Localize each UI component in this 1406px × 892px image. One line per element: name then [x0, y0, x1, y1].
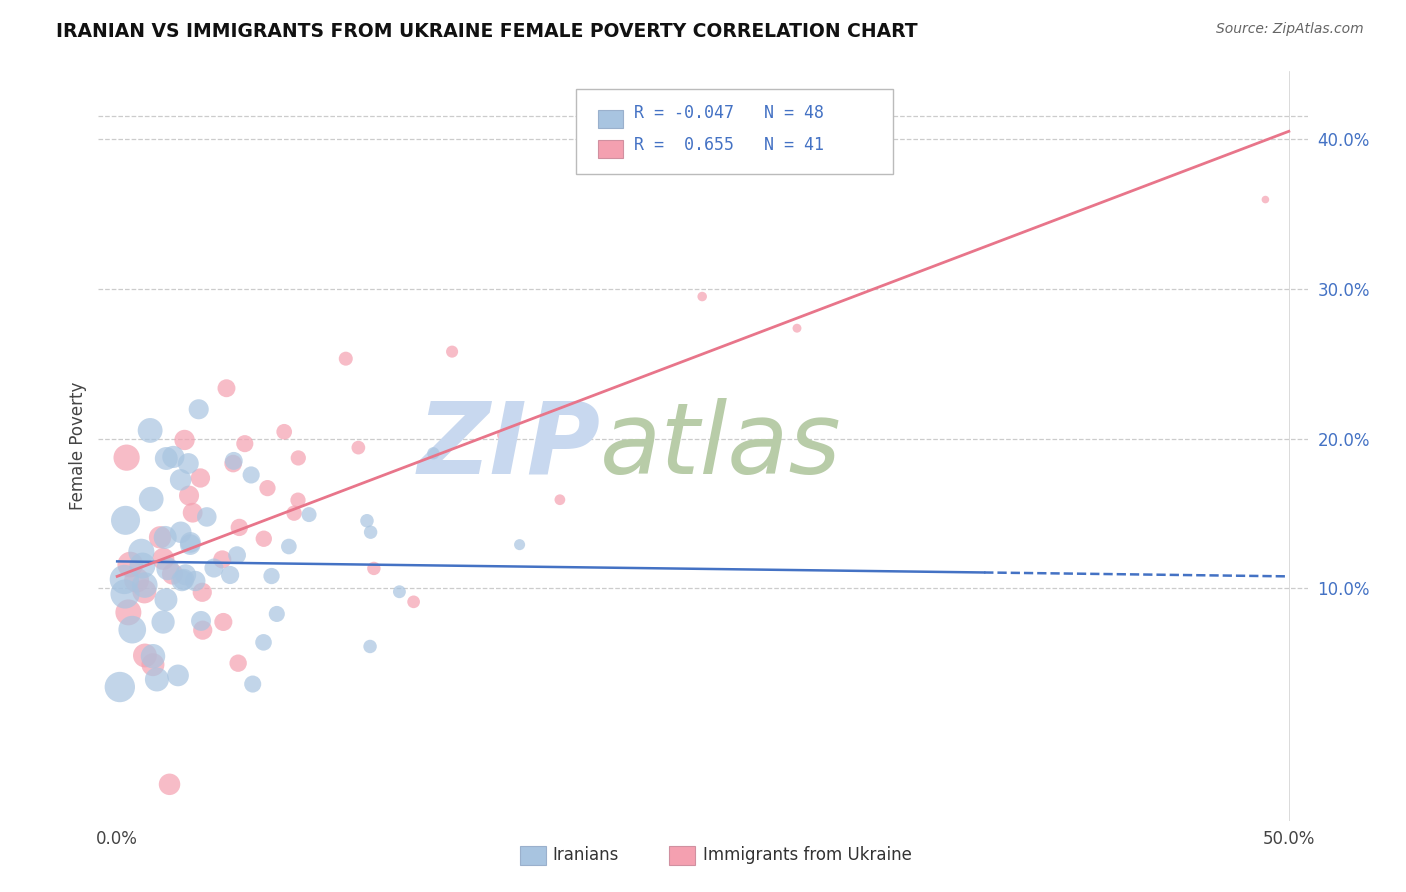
- Point: [1254, 193, 1277, 207]
- Point: [146, 673, 169, 687]
- Point: [191, 585, 214, 599]
- Point: [360, 525, 382, 540]
- Point: [108, 680, 131, 694]
- Point: [141, 492, 163, 507]
- Point: [115, 450, 138, 465]
- Point: [287, 450, 309, 465]
- Point: [167, 668, 190, 682]
- Text: R = -0.047   N = 48: R = -0.047 N = 48: [634, 104, 824, 122]
- Point: [347, 441, 370, 455]
- Text: R =  0.655   N = 41: R = 0.655 N = 41: [634, 136, 824, 154]
- Point: [211, 552, 233, 566]
- Point: [212, 615, 235, 629]
- Point: [402, 595, 425, 609]
- Point: [228, 520, 250, 534]
- Point: [576, 424, 599, 438]
- Point: [222, 454, 245, 468]
- Point: [215, 381, 238, 395]
- Point: [202, 561, 225, 575]
- Point: [152, 615, 174, 629]
- Point: [359, 640, 381, 654]
- Text: ZIP: ZIP: [418, 398, 600, 494]
- Point: [159, 777, 181, 791]
- Point: [177, 457, 200, 471]
- Point: [149, 530, 172, 544]
- Point: [134, 578, 156, 592]
- Point: [173, 573, 195, 587]
- Point: [112, 573, 135, 587]
- Point: [190, 471, 212, 485]
- Point: [233, 436, 256, 450]
- Point: [156, 562, 179, 576]
- Point: [179, 535, 201, 549]
- Point: [162, 450, 184, 464]
- Point: [690, 289, 713, 303]
- Point: [155, 592, 177, 607]
- Point: [388, 584, 411, 599]
- Point: [441, 344, 464, 359]
- Point: [287, 493, 309, 508]
- Text: Iranians: Iranians: [553, 846, 619, 863]
- Point: [117, 606, 139, 620]
- Point: [191, 623, 214, 637]
- Point: [121, 623, 143, 637]
- Point: [273, 425, 295, 439]
- Point: [153, 531, 176, 545]
- Point: [179, 538, 201, 552]
- Point: [298, 508, 321, 522]
- Point: [363, 561, 385, 575]
- Point: [181, 506, 204, 520]
- Point: [169, 473, 191, 487]
- Text: Immigrants from Ukraine: Immigrants from Ukraine: [703, 846, 912, 863]
- Point: [190, 614, 212, 628]
- Point: [492, 428, 515, 442]
- Point: [356, 514, 378, 528]
- Point: [114, 587, 136, 601]
- Y-axis label: Female Poverty: Female Poverty: [69, 382, 87, 510]
- Point: [177, 489, 200, 503]
- Point: [222, 457, 245, 471]
- Point: [226, 548, 249, 562]
- Point: [162, 566, 184, 581]
- Point: [152, 552, 174, 566]
- Point: [139, 424, 162, 438]
- Point: [422, 446, 444, 460]
- Point: [155, 451, 177, 466]
- Point: [283, 506, 305, 520]
- Point: [335, 351, 357, 366]
- Point: [131, 558, 153, 573]
- Point: [170, 525, 193, 540]
- Point: [252, 635, 274, 649]
- Point: [260, 569, 283, 583]
- Point: [195, 510, 218, 524]
- Point: [256, 481, 278, 495]
- Point: [142, 649, 165, 664]
- Point: [125, 573, 148, 587]
- Point: [142, 657, 165, 672]
- Point: [120, 558, 142, 572]
- Point: [170, 574, 193, 588]
- Point: [786, 321, 808, 335]
- Point: [131, 545, 153, 559]
- Point: [253, 532, 276, 546]
- Point: [174, 567, 197, 582]
- Point: [242, 677, 264, 691]
- Point: [226, 656, 249, 670]
- Point: [240, 467, 263, 482]
- Point: [173, 433, 195, 447]
- Text: Source: ZipAtlas.com: Source: ZipAtlas.com: [1216, 22, 1364, 37]
- Point: [114, 513, 136, 527]
- Text: IRANIAN VS IMMIGRANTS FROM UKRAINE FEMALE POVERTY CORRELATION CHART: IRANIAN VS IMMIGRANTS FROM UKRAINE FEMAL…: [56, 22, 918, 41]
- Point: [266, 607, 288, 621]
- Point: [187, 402, 209, 417]
- Point: [184, 574, 207, 588]
- Point: [134, 584, 156, 599]
- Point: [134, 648, 156, 663]
- Point: [548, 492, 571, 507]
- Point: [509, 538, 531, 552]
- Point: [219, 568, 242, 582]
- Text: atlas: atlas: [600, 398, 842, 494]
- Point: [277, 540, 299, 554]
